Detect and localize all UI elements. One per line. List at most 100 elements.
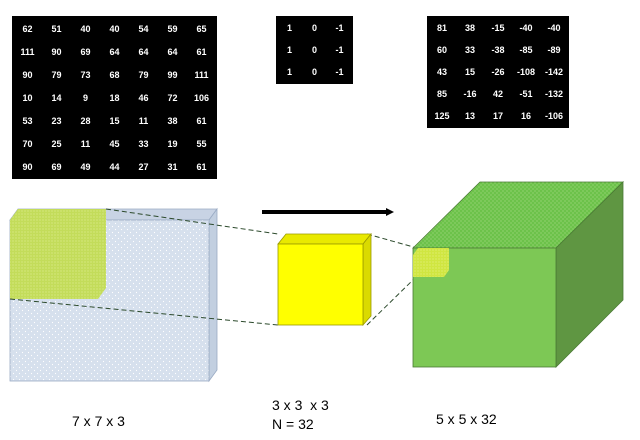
- output-matrix-row: 81 38 -15 -40 -40: [429, 18, 567, 38]
- output-matrix-cell: 38: [457, 18, 483, 38]
- kernel-count-label: N = 32: [272, 416, 314, 432]
- input-matrix-cell: 10: [14, 87, 41, 108]
- projection-lines: [9, 208, 418, 326]
- input-matrix-cell: 44: [101, 156, 128, 177]
- output-matrix-row: 85 -16 42 -51 -132: [429, 84, 567, 104]
- output-matrix-cell: 125: [429, 106, 455, 126]
- kernel-matrix-cell: -1: [328, 62, 351, 82]
- input-matrix-cell: 25: [43, 133, 70, 154]
- input-matrix-cell: 33: [130, 133, 157, 154]
- input-matrix-cell: 9: [72, 87, 99, 108]
- output-matrix-cell: 17: [485, 106, 511, 126]
- input-matrix-cell: 46: [130, 87, 157, 108]
- output-patch: [413, 248, 449, 277]
- output-matrix-cell: -38: [485, 40, 511, 60]
- output-matrix-cell: -51: [513, 84, 539, 104]
- output-matrix-row: 125 13 17 16 -106: [429, 106, 567, 126]
- output-matrix-cell: -89: [541, 40, 567, 60]
- input-matrix-cell: 73: [72, 64, 99, 85]
- input-matrix-cell: 23: [43, 110, 70, 131]
- input-matrix-cell: 19: [159, 133, 186, 154]
- output-matrix-cell: -16: [457, 84, 483, 104]
- input-matrix-row: 90 69 49 44 27 31 61: [14, 156, 215, 177]
- kernel-matrix-cell: 1: [278, 18, 301, 38]
- kernel-cube: [277, 232, 372, 327]
- input-matrix-cell: 55: [188, 133, 215, 154]
- input-matrix-cell: 106: [188, 87, 215, 108]
- input-matrix-cell: 90: [14, 156, 41, 177]
- output-matrix-cell: -132: [541, 84, 567, 104]
- input-matrix-cell: 61: [188, 110, 215, 131]
- kernel-matrix-row: 1 0 -1: [278, 18, 351, 38]
- kernel-matrix-cell: -1: [328, 40, 351, 60]
- output-matrix-cell: 15: [457, 62, 483, 82]
- output-volume: [412, 181, 624, 368]
- kernel-matrix-cell: 0: [303, 62, 326, 82]
- output-matrix-cell: -142: [541, 62, 567, 82]
- output-matrix-cell: -108: [513, 62, 539, 82]
- input-matrix-cell: 90: [14, 64, 41, 85]
- input-matrix-cell: 70: [14, 133, 41, 154]
- input-matrix-cell: 72: [159, 87, 186, 108]
- input-matrix-row: 111 90 69 64 64 64 61: [14, 41, 215, 62]
- kernel-matrix-cell: 0: [303, 18, 326, 38]
- kernel-matrix-row: 1 0 -1: [278, 62, 351, 82]
- input-matrix-cell: 59: [159, 18, 186, 39]
- output-matrix-cell: 13: [457, 106, 483, 126]
- input-matrix-row: 10 14 9 18 46 72 106: [14, 87, 215, 108]
- input-matrix-row: 90 79 73 68 79 99 111: [14, 64, 215, 85]
- output-matrix-cell: -15: [485, 18, 511, 38]
- input-matrix-row: 62 51 40 40 54 59 65: [14, 18, 215, 39]
- input-matrix-cell: 38: [159, 110, 186, 131]
- input-matrix-cell: 14: [43, 87, 70, 108]
- output-dimensions-label: 5 x 5 x 32: [436, 411, 497, 427]
- input-matrix-cell: 28: [72, 110, 99, 131]
- kernel-matrix: 1 0 -1 1 0 -1 1 0 -1: [276, 16, 353, 84]
- input-matrix: 62 51 40 40 54 59 65 111 90 69 64 64 64 61 90 79 73 68 79 9…: [12, 16, 217, 179]
- input-matrix-cell: 99: [159, 64, 186, 85]
- input-matrix-cell: 27: [130, 156, 157, 177]
- output-matrix-cell: 85: [429, 84, 455, 104]
- output-matrix: 81 38 -15 -40 -40 60 33 -38 -85 -89 43 15 -26 -108 -14…: [427, 16, 569, 128]
- kernel-matrix-cell: 1: [278, 62, 301, 82]
- input-matrix-cell: 111: [188, 64, 215, 85]
- input-matrix-cell: 53: [14, 110, 41, 131]
- input-matrix-cell: 61: [188, 156, 215, 177]
- input-matrix-cell: 51: [43, 18, 70, 39]
- input-matrix-cell: 65: [188, 18, 215, 39]
- input-matrix-row: 53 23 28 15 11 38 61: [14, 110, 215, 131]
- input-matrix-cell: 64: [130, 41, 157, 62]
- input-dimensions-label: 7 x 7 x 3: [72, 413, 125, 429]
- output-matrix-cell: -106: [541, 106, 567, 126]
- input-matrix-cell: 40: [101, 18, 128, 39]
- output-matrix-cell: 42: [485, 84, 511, 104]
- input-matrix-cell: 64: [159, 41, 186, 62]
- input-matrix-cell: 11: [130, 110, 157, 131]
- input-matrix-cell: 11: [72, 133, 99, 154]
- input-matrix-cell: 111: [14, 41, 41, 62]
- input-matrix-cell: 69: [43, 156, 70, 177]
- output-matrix-cell: -40: [513, 18, 539, 38]
- input-matrix-cell: 90: [43, 41, 70, 62]
- input-matrix-cell: 40: [72, 18, 99, 39]
- input-matrix-cell: 45: [101, 133, 128, 154]
- output-matrix-cell: -40: [541, 18, 567, 38]
- input-matrix-cell: 61: [188, 41, 215, 62]
- receptive-field: [10, 209, 106, 299]
- kernel-matrix-cell: 0: [303, 40, 326, 60]
- input-matrix-cell: 79: [130, 64, 157, 85]
- input-matrix-cell: 64: [101, 41, 128, 62]
- kernel-matrix-row: 1 0 -1: [278, 40, 351, 60]
- input-matrix-cell: 18: [101, 87, 128, 108]
- output-matrix-cell: -85: [513, 40, 539, 60]
- output-matrix-cell: 33: [457, 40, 483, 60]
- input-matrix-cell: 62: [14, 18, 41, 39]
- input-matrix-cell: 79: [43, 64, 70, 85]
- input-matrix-cell: 68: [101, 64, 128, 85]
- input-matrix-cell: 15: [101, 110, 128, 131]
- kernel-matrix-cell: 1: [278, 40, 301, 60]
- output-matrix-row: 43 15 -26 -108 -142: [429, 62, 567, 82]
- output-matrix-cell: 81: [429, 18, 455, 38]
- output-matrix-cell: 60: [429, 40, 455, 60]
